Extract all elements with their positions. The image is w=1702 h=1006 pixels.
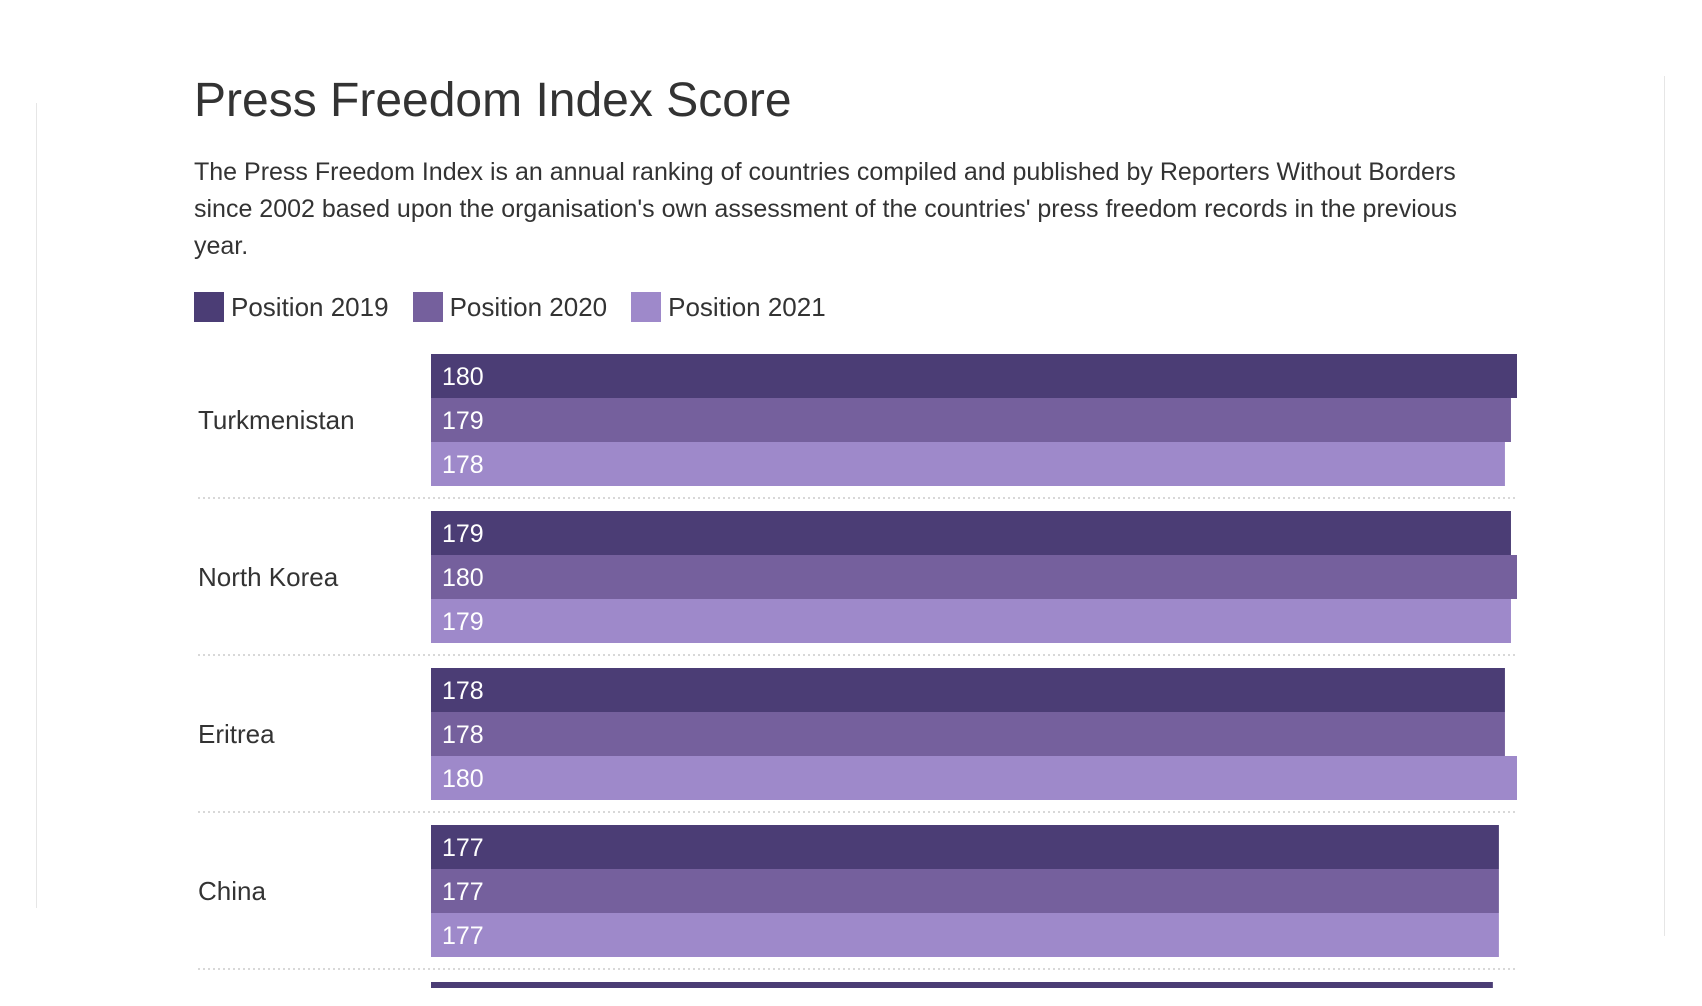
bar-china-position-2021 [431, 913, 1499, 957]
bar-label-north-korea-position-2019: 179 [442, 520, 484, 548]
bar-turkmenistan-position-2019 [431, 354, 1517, 398]
bar-china-position-2019 [431, 825, 1499, 869]
bar-north-korea-position-2019 [431, 511, 1511, 555]
bar-label-china-position-2020: 177 [442, 878, 484, 906]
bar-next-row-partial [431, 982, 1493, 988]
chart-legend: Position 2019 Position 2020 Position 202… [194, 289, 850, 325]
legend-swatch-2020 [412, 292, 443, 322]
bar-label-china-position-2019: 177 [442, 834, 484, 862]
bar-label-china-position-2021: 177 [442, 922, 484, 950]
category-label-turkmenistan: Turkmenistan [198, 405, 355, 435]
legend-item-2021[interactable]: Position 2021 [631, 292, 826, 323]
chart-title: Press Freedom Index Score [194, 74, 792, 127]
bar-north-korea-position-2020 [431, 555, 1517, 599]
bar-north-korea-position-2021 [431, 599, 1511, 643]
bar-label-turkmenistan-position-2020: 179 [442, 407, 484, 435]
legend-label-2020: Position 2020 [449, 291, 608, 322]
category-label-north-korea: North Korea [198, 562, 339, 592]
category-label-china: China [198, 876, 266, 906]
bar-turkmenistan-position-2021 [431, 442, 1505, 486]
category-label-eritrea: Eritrea [198, 719, 275, 749]
legend-item-2019[interactable]: Position 2019 [194, 292, 389, 323]
bar-label-turkmenistan-position-2021: 178 [442, 451, 484, 479]
bar-turkmenistan-position-2020 [431, 398, 1511, 442]
bar-label-north-korea-position-2021: 179 [442, 608, 484, 636]
left-frame-line [36, 103, 37, 908]
bar-eritrea-position-2019 [431, 668, 1505, 712]
right-frame-line [1664, 76, 1665, 936]
bar-label-north-korea-position-2020: 180 [442, 564, 484, 592]
bar-china-position-2020 [431, 869, 1499, 913]
bar-label-eritrea-position-2021: 180 [442, 765, 484, 793]
bar-eritrea-position-2021 [431, 756, 1517, 800]
bar-label-eritrea-position-2019: 178 [442, 677, 484, 705]
chart-description: The Press Freedom Index is an annual ran… [194, 158, 1458, 260]
legend-label-2021: Position 2021 [668, 291, 826, 322]
legend-swatch-2019 [194, 292, 224, 322]
bar-label-turkmenistan-position-2019: 180 [442, 363, 484, 391]
bar-eritrea-position-2020 [431, 712, 1505, 756]
legend-swatch-2021 [631, 292, 662, 322]
bar-label-eritrea-position-2020: 178 [442, 721, 484, 749]
legend-label-2019: Position 2019 [231, 291, 389, 322]
legend-item-2020[interactable]: Position 2020 [412, 291, 608, 323]
